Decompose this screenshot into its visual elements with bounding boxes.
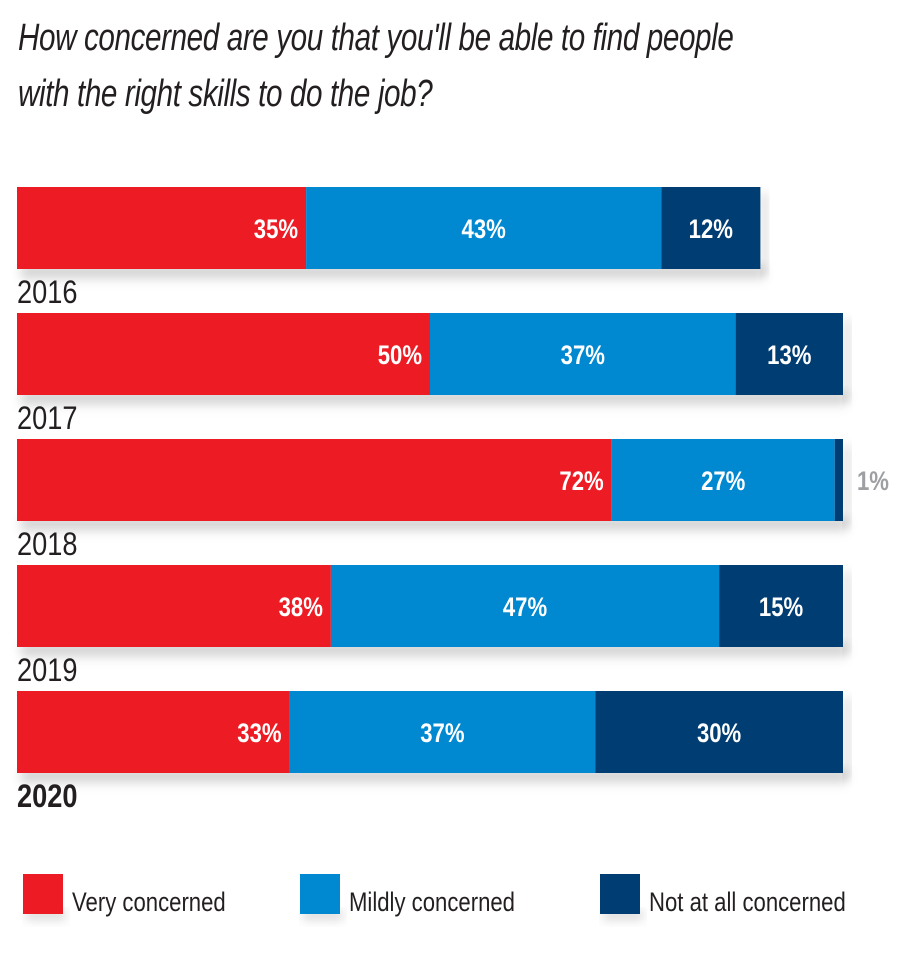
data-label: 33% [237, 719, 281, 749]
bar-shadow-right [843, 445, 851, 527]
bar-shadow-right [843, 319, 851, 401]
data-label: 37% [420, 719, 464, 749]
legend-label: Very concerned [72, 888, 226, 918]
category-label-2018: 2018 [17, 527, 77, 563]
category-label-2019: 2019 [17, 653, 77, 689]
bar-segment-very-concerned [17, 565, 331, 647]
data-label: 50% [378, 341, 422, 371]
data-label: 15% [759, 593, 803, 623]
bar-segment-not-at-all-concerned [661, 187, 761, 269]
bar-segment-mildly-concerned [330, 565, 720, 647]
category-label-2020: 2020 [17, 779, 77, 815]
category-label-2016: 2016 [17, 275, 77, 311]
legend-item-very-concerned: Very concerned [23, 874, 226, 922]
bar-segment-very-concerned [17, 187, 307, 269]
bar-segment-not-at-all-concerned [719, 565, 843, 647]
bar-row-2019: 38% 47% 15% 2019 [17, 565, 851, 689]
bar-row-2018: 72% 27% 1% 2018 [17, 439, 889, 563]
bar-segment-not-at-all-concerned [595, 691, 843, 773]
bar-shadow [21, 771, 847, 787]
bar-segment-not-at-all-concerned [735, 313, 843, 395]
data-label: 27% [701, 467, 745, 497]
data-label: 47% [503, 593, 547, 623]
chart-title: How concerned are you that you'll be abl… [18, 10, 734, 122]
chart-title-line-1: How concerned are you that you'll be abl… [18, 17, 734, 59]
bar-shadow [21, 519, 847, 535]
data-label: 43% [462, 215, 506, 245]
legend-swatch-shadow [603, 912, 643, 922]
data-label: 38% [279, 593, 323, 623]
legend-swatch [600, 874, 640, 914]
bar-row-2020: 33% 37% 30% 2020 [17, 691, 851, 815]
bar-row-2017: 50% 37% 13% 2017 [17, 313, 851, 437]
bar-segment-not-at-all-concerned [834, 439, 843, 521]
legend-swatch [300, 874, 340, 914]
data-label: 37% [561, 341, 605, 371]
legend-label: Not at all concerned [649, 888, 846, 918]
bar-shadow-right [760, 193, 769, 275]
data-label: 1% [857, 467, 889, 497]
legend-swatch-shadow [303, 912, 343, 922]
legend-item-not-at-all-concerned: Not at all concerned [600, 874, 846, 922]
chart-title-line-2: with the right skills to do the job? [18, 73, 433, 115]
bar-shadow-right [843, 697, 851, 779]
legend-label: Mildly concerned [349, 888, 515, 918]
bar-segment-very-concerned [17, 439, 612, 521]
legend-swatch [23, 874, 63, 914]
data-label: 72% [559, 467, 603, 497]
bar-shadow [21, 393, 847, 409]
legend-swatch-shadow [26, 912, 66, 922]
data-label: 30% [697, 719, 741, 749]
bar-shadow [21, 645, 847, 661]
category-label-2017: 2017 [17, 401, 77, 437]
bar-segment-mildly-concerned [430, 313, 736, 395]
bar-shadow-right [843, 571, 851, 653]
bar-segment-very-concerned [17, 691, 290, 773]
bar-segment-mildly-concerned [306, 187, 662, 269]
bar-shadow [21, 267, 765, 283]
bar-segment-very-concerned [17, 313, 430, 395]
legend-item-mildly-concerned: Mildly concerned [300, 874, 515, 922]
bar-segment-mildly-concerned [611, 439, 835, 521]
legend: Very concerned Mildly concerned Not at all… [23, 874, 846, 922]
data-label: 13% [767, 341, 811, 371]
data-label: 12% [689, 215, 733, 245]
data-label: 35% [254, 215, 298, 245]
bar-row-2016: 35% 43% 12% 2016 [17, 187, 769, 311]
bar-segment-mildly-concerned [289, 691, 596, 773]
